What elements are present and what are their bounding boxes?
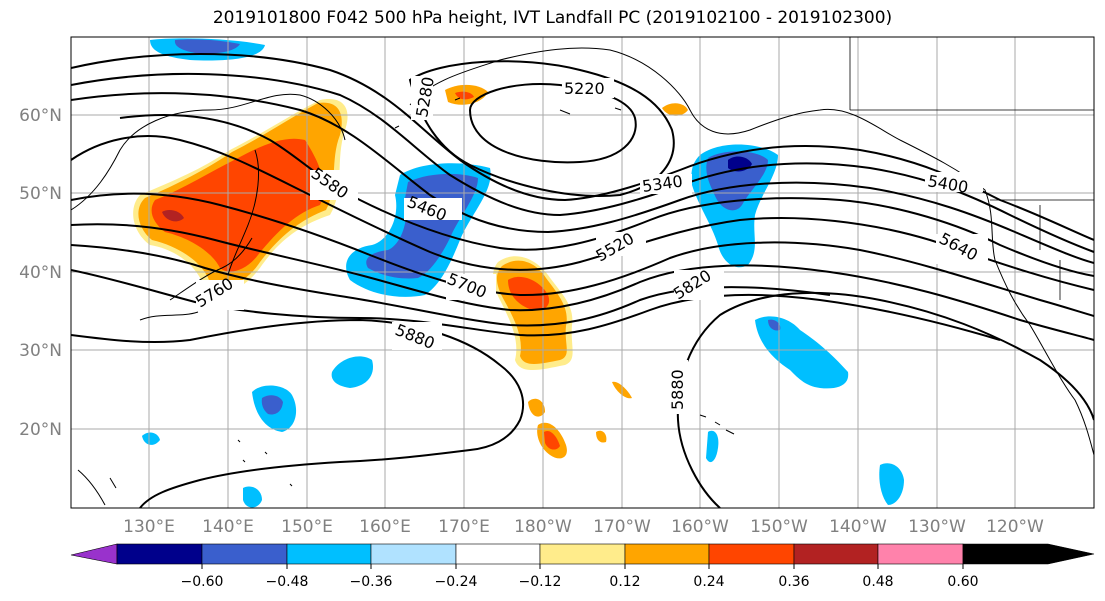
colorbar-segment-8 — [708, 543, 795, 565]
colorbar-segment-5 — [455, 543, 541, 565]
colorbar-segment-max-extend — [962, 543, 1095, 565]
colorbar-segment-6 — [539, 543, 626, 565]
colorbar-tick-label: 0.60 — [947, 574, 978, 590]
lat-label-30n: 30°N — [19, 341, 62, 361]
lat-label-20n: 20°N — [19, 420, 62, 440]
lat-label-40n: 40°N — [19, 263, 62, 283]
lon-label-170e: 170°E — [438, 517, 490, 537]
latitude-labels: 60°N 50°N 40°N 30°N 20°N — [19, 106, 62, 440]
colorbar-segment-1 — [116, 543, 203, 565]
lon-label-180w: 180°W — [514, 517, 572, 537]
contour-5640 — [71, 192, 1094, 317]
lon-label-170w: 170°W — [593, 517, 651, 537]
contour-5520 — [119, 113, 1094, 277]
contour-label-5220: 5220 — [564, 79, 605, 98]
colorbar-segment-3 — [286, 543, 372, 565]
contour-5700 — [71, 223, 1094, 341]
colorbar-tick-label: −0.36 — [350, 574, 393, 590]
colorbar-tick-labels: −0.60 −0.48 −0.36 −0.24 −0.12 0.12 0.24 … — [181, 574, 979, 590]
colorbar-tick-label: 0.12 — [609, 574, 640, 590]
contour-5400 — [71, 72, 1094, 253]
map-title: 2019101800 F042 500 hPa height, IVT Land… — [212, 8, 893, 28]
hawaii-islands — [699, 414, 735, 435]
contour-label-5880-east: 5880 — [668, 369, 687, 410]
contour-5280 — [408, 60, 675, 197]
lon-label-140e: 140°E — [202, 517, 254, 537]
colorbar-tick-label: 0.48 — [862, 574, 893, 590]
philippines — [77, 469, 117, 506]
colorbar-segment-4 — [370, 543, 457, 565]
contour-5580 — [71, 135, 1094, 291]
contour-5820 — [71, 269, 1001, 341]
contour-5880-west — [71, 318, 525, 508]
lon-label-120w: 120°W — [986, 517, 1044, 537]
coastline-asia — [71, 93, 346, 211]
contour-5220 — [468, 83, 637, 164]
contour-5760 — [71, 244, 831, 327]
colorbar-segment-min-extend — [70, 543, 118, 565]
longitude-labels: 130°E 140°E 150°E 160°E 170°E 180°W 170°… — [123, 517, 1044, 537]
coastline-alaska — [409, 47, 901, 141]
colorbar-segment-7 — [624, 543, 710, 565]
colorbar-tick-label: −0.60 — [181, 574, 224, 590]
contour-5460 — [71, 92, 1094, 264]
colorbar-segment-10 — [877, 543, 964, 565]
contour-label-backgrounds — [196, 76, 988, 414]
colorbar-ticks — [201, 564, 964, 569]
colorbar-tick-label: −0.24 — [435, 574, 478, 590]
lat-label-50n: 50°N — [19, 184, 62, 204]
map-frame — [70, 36, 1095, 509]
marianas — [237, 439, 293, 487]
colorbar-tick-label: 0.24 — [693, 574, 724, 590]
lon-label-160w: 160°W — [671, 517, 729, 537]
colorbar-segment-2 — [201, 543, 288, 565]
lon-label-150e: 150°E — [281, 517, 333, 537]
graticule — [71, 37, 1094, 508]
lon-label-130w: 130°W — [908, 517, 966, 537]
lon-label-160e: 160°E — [359, 517, 411, 537]
contour-5880-east — [676, 291, 1094, 508]
lat-label-60n: 60°N — [19, 106, 62, 126]
colorbar-tick-label: −0.12 — [519, 574, 562, 590]
colorbar-tick-label: −0.48 — [266, 574, 309, 590]
colorbar-segment-9 — [793, 543, 879, 565]
colorbar-tick-label: 0.36 — [778, 574, 809, 590]
lon-label-150w: 150°W — [750, 517, 808, 537]
colorbar — [70, 543, 1095, 565]
lon-label-140w: 140°W — [829, 517, 887, 537]
lon-label-130e: 130°E — [123, 517, 175, 537]
